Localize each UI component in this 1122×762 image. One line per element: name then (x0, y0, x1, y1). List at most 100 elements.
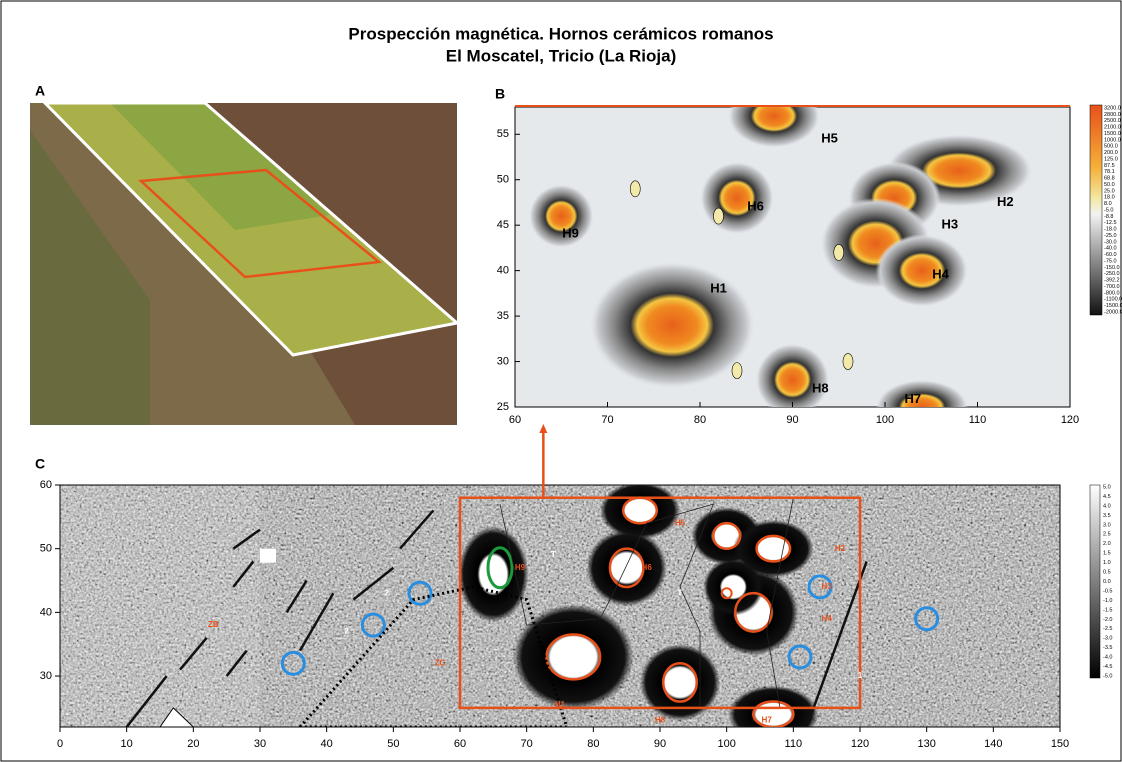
feature-label: H9 (515, 563, 526, 572)
colorbar-label: -5.0 (1104, 207, 1113, 213)
colorbar-label: 125.0 (1104, 156, 1118, 162)
y-tick-label: 50 (40, 543, 52, 555)
white-block (260, 549, 276, 563)
aerial-photo (30, 103, 457, 425)
colorbar-label: 25.0 (1104, 188, 1115, 194)
x-tick-label: 100 (717, 738, 735, 750)
colorbar-label: -3.5 (1103, 645, 1112, 651)
feature-label: 2 (384, 588, 389, 597)
x-tick-label: 60 (509, 414, 521, 426)
y-tick-label: 45 (497, 219, 509, 231)
colorbar-b (1090, 105, 1102, 315)
y-tick-label: 30 (497, 355, 509, 367)
figure: Prospección magnética. Hornos cerámicos … (0, 0, 1122, 762)
y-tick-label: 40 (40, 606, 52, 618)
colorbar-label: 200.0 (1104, 150, 1118, 156)
colorbar-label: -1100.0 (1104, 297, 1122, 303)
colorbar-label: -8.8 (1104, 214, 1113, 220)
colorbar-label: -1.0 (1103, 598, 1112, 604)
colorbar-label: -1.5 (1103, 607, 1112, 613)
title: Prospección magnética. Hornos cerámicos … (348, 24, 773, 43)
x-tick-label: 50 (387, 738, 399, 750)
colorbar-label: 2.5 (1103, 532, 1111, 538)
feature-label: H6 (747, 198, 764, 213)
colorbar-label: -3.0 (1103, 636, 1112, 642)
y-tick-label: 60 (40, 479, 52, 491)
colorbar-label: 68.8 (1104, 176, 1115, 182)
x-tick-label: 150 (1051, 738, 1069, 750)
x-tick-label: 120 (1061, 414, 1079, 426)
x-tick-label: 80 (587, 738, 599, 750)
colorbar-label: -1500.0 (1104, 303, 1122, 309)
colorbar-label: -12.5 (1104, 220, 1117, 226)
minor-anomaly (714, 208, 724, 224)
feature-label: T (551, 550, 556, 559)
colorbar-c (1090, 485, 1100, 678)
y-tick-label: 50 (497, 174, 509, 186)
colorbar-label: -150.0 (1104, 265, 1120, 271)
colorbar-label: -2000.0 (1104, 309, 1122, 315)
colorbar-label: 2500.0 (1104, 118, 1121, 124)
y-tick-label: 55 (497, 128, 509, 140)
feature-label: H3 (822, 582, 833, 591)
anomaly (600, 482, 680, 540)
x-tick-label: 40 (321, 738, 333, 750)
x-tick-label: 120 (851, 738, 869, 750)
y-tick-label: 35 (497, 310, 509, 322)
colorbar-label: -5.0 (1103, 673, 1112, 679)
panel-label: C (35, 456, 45, 472)
colorbar-label: -2.0 (1103, 617, 1112, 623)
feature-label: H5 (675, 518, 686, 527)
anomaly (586, 529, 666, 606)
x-tick-label: 60 (454, 738, 466, 750)
feature-label: H9 (562, 226, 579, 241)
x-tick-label: 30 (254, 738, 266, 750)
feature-label: ZB (208, 620, 219, 629)
feature-label: H3 (941, 217, 958, 232)
colorbar-label: 0.5 (1103, 570, 1111, 576)
colorbar-label: 2100.0 (1104, 125, 1121, 131)
anomaly (640, 644, 720, 721)
colorbar-label: -4.5 (1103, 664, 1112, 670)
colorbar-label: 2800.0 (1104, 112, 1121, 118)
anomaly (513, 604, 634, 710)
colorbar-label: -60.0 (1104, 252, 1117, 258)
colorbar-label: 2.0 (1103, 541, 1111, 547)
anomaly (876, 234, 969, 307)
colorbar-label: 4.5 (1103, 494, 1111, 500)
colorbar-label: -800.0 (1104, 290, 1120, 296)
colorbar-label: -18.0 (1104, 227, 1117, 233)
x-tick-label: 70 (601, 414, 613, 426)
colorbar-label: -700.0 (1104, 284, 1120, 290)
colorbar-label: 1.0 (1103, 560, 1111, 566)
colorbar-label: 8.0 (1104, 201, 1112, 207)
feature-label: H8 (812, 380, 829, 395)
x-tick-label: 70 (521, 738, 533, 750)
y-tick-label: 30 (40, 670, 52, 682)
x-tick-label: 90 (786, 414, 798, 426)
feature-label: H2 (997, 194, 1014, 209)
x-tick-label: 0 (57, 738, 63, 750)
colorbar-label: -2.5 (1103, 626, 1112, 632)
feature-label: H7 (904, 391, 921, 406)
colorbar-label: -40.0 (1104, 246, 1117, 252)
colorbar-label: -392.2 (1104, 278, 1120, 284)
feature-label: H2 (835, 544, 846, 553)
feature-label: H4 (822, 614, 833, 623)
colorbar-label: 78.1 (1104, 169, 1115, 175)
minor-anomaly (834, 244, 844, 260)
colorbar-label: 3.0 (1103, 522, 1111, 528)
anomaly (589, 261, 756, 388)
x-tick-label: 10 (121, 738, 133, 750)
colorbar-label: 3200.0 (1104, 105, 1121, 111)
colorbar-label: 1.5 (1103, 551, 1111, 557)
colorbar-label: 87.5 (1104, 163, 1115, 169)
colorbar-label: 1500.0 (1104, 131, 1121, 137)
feature-label: H1 (555, 700, 566, 709)
x-tick-label: 130 (917, 738, 935, 750)
colorbar-label: 4.0 (1103, 503, 1111, 509)
colorbar-label: -4.0 (1103, 655, 1112, 661)
minor-anomaly (843, 354, 853, 370)
colorbar-label: -0.5 (1103, 588, 1112, 594)
x-tick-label: 140 (984, 738, 1002, 750)
